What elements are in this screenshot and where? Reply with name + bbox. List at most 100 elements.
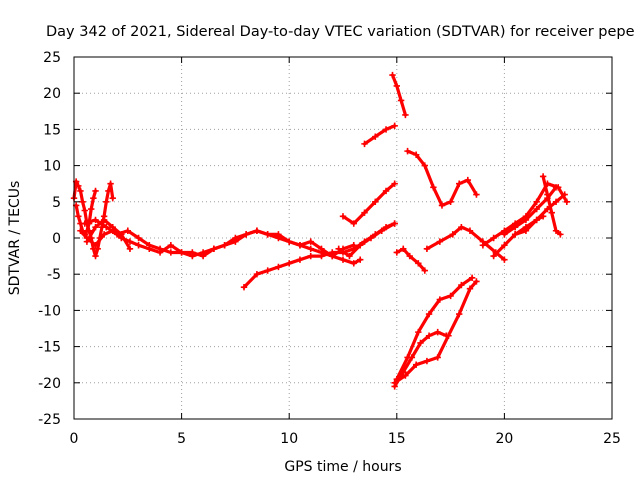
data-point [124, 227, 131, 234]
data-point [548, 209, 555, 216]
data-point [404, 354, 411, 361]
data-point [490, 234, 497, 242]
data-point [552, 184, 560, 191]
data-point [522, 216, 530, 224]
series-arc-20 [511, 191, 568, 238]
data-point [415, 328, 422, 336]
data-point [296, 256, 304, 263]
data-point [397, 97, 405, 104]
data-point [511, 223, 519, 231]
data-point [378, 227, 385, 234]
data-point [81, 220, 88, 227]
data-point [404, 147, 411, 155]
data-point [275, 231, 282, 238]
data-point [412, 151, 420, 158]
data-point [393, 249, 400, 256]
series-arc-9 [361, 122, 398, 148]
series-line [390, 73, 407, 117]
x-axis-label: GPS time / hours [284, 459, 401, 475]
series-line [337, 221, 397, 258]
series-line [395, 247, 427, 273]
data-point [94, 245, 101, 253]
data-point [357, 256, 364, 263]
data-point [466, 285, 474, 292]
data-point [77, 227, 84, 234]
data-point [307, 252, 314, 260]
data-point [275, 263, 282, 271]
data-point [434, 328, 441, 336]
data-point [83, 238, 91, 245]
y-tick-label: -10 [38, 303, 61, 319]
data-point [264, 231, 271, 238]
data-point [400, 245, 407, 253]
data-point [232, 234, 239, 242]
data-point [109, 194, 116, 202]
data-point [339, 213, 347, 220]
data-point [423, 245, 431, 253]
x-tick-label: 0 [70, 431, 79, 447]
data-point [118, 231, 125, 238]
data-point [391, 220, 398, 227]
data-point [307, 245, 314, 253]
x-tick-label: 15 [388, 431, 406, 447]
y-tick-label: -15 [38, 340, 61, 356]
data-point [109, 223, 116, 231]
data-point [264, 267, 271, 274]
data-point [402, 372, 409, 379]
data-point [436, 238, 444, 245]
data-point [402, 111, 409, 119]
chart-title: Day 342 of 2021, Sidereal Day-to-day VTE… [46, 24, 635, 40]
y-tick-label: 15 [43, 122, 61, 138]
x-tick-label: 25 [603, 431, 621, 447]
data-point [90, 194, 97, 202]
data-point [490, 252, 497, 260]
data-point [346, 252, 353, 260]
data-point [458, 223, 465, 231]
data-point [393, 82, 400, 90]
data-point [367, 234, 375, 242]
data-point [105, 187, 112, 195]
y-tick-label: 25 [43, 50, 61, 66]
data-point [423, 357, 431, 365]
y-tick-label: 20 [43, 86, 61, 102]
data-point [449, 231, 456, 238]
data-point [126, 245, 134, 253]
series-arc-12 [404, 147, 480, 209]
data-point [425, 310, 433, 318]
data-point [415, 260, 422, 267]
data-point [464, 176, 472, 184]
series-arc-7 [339, 180, 398, 227]
data-point [552, 198, 560, 205]
data-point [447, 198, 454, 205]
data-point [412, 361, 420, 368]
data-point [75, 182, 82, 190]
data-point [561, 191, 568, 198]
series-line [362, 124, 397, 146]
series-line [74, 189, 98, 236]
data-point [350, 220, 357, 227]
data-point [533, 216, 540, 224]
data-point [501, 231, 508, 238]
data-point [539, 173, 547, 180]
data-point [135, 234, 142, 242]
data-point [501, 242, 508, 249]
data-point [533, 205, 540, 213]
data-point [253, 227, 261, 234]
data-point [447, 292, 454, 300]
series-arc-8 [335, 220, 398, 260]
data-point [357, 242, 364, 249]
y-tick-label: -5 [47, 267, 61, 283]
data-point [100, 216, 108, 224]
data-point [372, 133, 379, 140]
data-point [100, 231, 108, 238]
data-point [430, 184, 437, 191]
data-point [466, 227, 474, 234]
data-point [135, 242, 142, 249]
grid-lines [74, 57, 612, 419]
data-point [88, 205, 95, 213]
data-point [92, 252, 99, 260]
series-line [481, 182, 569, 247]
series-arc-5 [83, 216, 134, 253]
data-point [372, 198, 379, 205]
